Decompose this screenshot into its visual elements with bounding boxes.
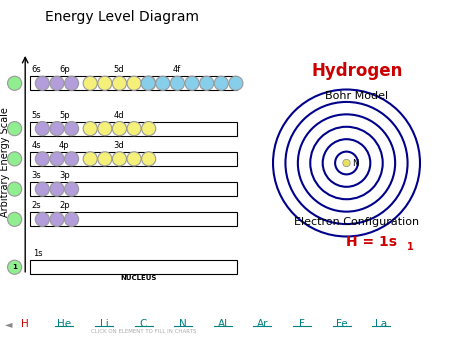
Circle shape	[142, 152, 156, 166]
Circle shape	[64, 122, 79, 136]
Circle shape	[185, 76, 199, 90]
Bar	[30, 76, 237, 90]
Text: C: C	[140, 319, 147, 329]
Circle shape	[8, 260, 22, 274]
Text: 1: 1	[12, 264, 17, 270]
Text: Li: Li	[99, 319, 108, 329]
Circle shape	[127, 152, 141, 166]
Text: 3p: 3p	[59, 171, 70, 180]
Circle shape	[8, 76, 22, 90]
Circle shape	[98, 122, 112, 136]
Text: 4s: 4s	[32, 141, 41, 150]
Circle shape	[50, 152, 64, 166]
Circle shape	[127, 122, 141, 136]
Circle shape	[50, 212, 64, 226]
Text: H = 1s: H = 1s	[346, 236, 397, 249]
Text: 4d: 4d	[113, 111, 124, 120]
Circle shape	[8, 212, 22, 226]
Text: La: La	[375, 319, 387, 329]
Text: 5d: 5d	[113, 65, 124, 74]
Text: ◄: ◄	[5, 319, 13, 329]
Circle shape	[35, 182, 50, 196]
Circle shape	[127, 76, 141, 90]
Circle shape	[141, 76, 155, 90]
Circle shape	[200, 76, 214, 90]
Circle shape	[35, 76, 50, 90]
Text: H: H	[21, 319, 29, 329]
Circle shape	[98, 76, 112, 90]
Circle shape	[112, 152, 126, 166]
Text: Energy Level Diagram: Energy Level Diagram	[45, 10, 198, 24]
Text: N: N	[179, 319, 187, 329]
Text: 1s: 1s	[33, 249, 42, 258]
Circle shape	[64, 152, 79, 166]
Circle shape	[64, 76, 79, 90]
Circle shape	[64, 212, 79, 226]
Text: 1: 1	[406, 242, 413, 252]
Text: 2p: 2p	[59, 201, 70, 210]
Circle shape	[142, 76, 156, 90]
Circle shape	[50, 76, 64, 90]
Text: F: F	[299, 319, 305, 329]
Bar	[30, 152, 237, 166]
Text: Hydrogen: Hydrogen	[311, 62, 403, 79]
Text: 6s: 6s	[32, 65, 41, 74]
Bar	[30, 212, 237, 226]
Circle shape	[35, 152, 50, 166]
Circle shape	[83, 76, 97, 90]
Text: Bohr Model: Bohr Model	[325, 91, 388, 100]
Circle shape	[171, 76, 184, 90]
Text: Fe: Fe	[336, 319, 347, 329]
Text: Electron Configuration: Electron Configuration	[294, 217, 419, 227]
Text: He: He	[57, 319, 72, 329]
Circle shape	[8, 182, 22, 196]
Text: 3d: 3d	[113, 141, 124, 150]
Text: N: N	[352, 159, 358, 168]
Circle shape	[112, 76, 126, 90]
Text: Ar: Ar	[256, 319, 268, 329]
Text: CLICK ON ELEMENT TO FILL IN CHARTS: CLICK ON ELEMENT TO FILL IN CHARTS	[91, 329, 197, 334]
Bar	[30, 182, 237, 196]
Text: 3s: 3s	[32, 171, 41, 180]
Circle shape	[156, 76, 170, 90]
Circle shape	[64, 182, 79, 196]
Text: NUCLEUS: NUCLEUS	[121, 275, 157, 281]
Text: 5s: 5s	[32, 111, 41, 120]
Circle shape	[35, 122, 50, 136]
Circle shape	[8, 122, 22, 136]
Circle shape	[35, 212, 50, 226]
Circle shape	[229, 76, 243, 90]
Bar	[30, 260, 237, 274]
Text: 4p: 4p	[59, 141, 70, 150]
Text: 5p: 5p	[59, 111, 70, 120]
Circle shape	[142, 122, 156, 136]
Text: Al: Al	[218, 319, 228, 329]
Circle shape	[50, 122, 64, 136]
Circle shape	[214, 76, 228, 90]
Text: 2s: 2s	[32, 201, 41, 210]
Bar	[30, 122, 237, 136]
Circle shape	[83, 152, 97, 166]
Circle shape	[50, 182, 64, 196]
Text: 6p: 6p	[59, 65, 70, 74]
Circle shape	[112, 122, 126, 136]
Text: 4f: 4f	[172, 65, 180, 74]
Circle shape	[8, 152, 22, 166]
Circle shape	[83, 122, 97, 136]
Circle shape	[98, 152, 112, 166]
Circle shape	[343, 159, 350, 167]
Text: Arbitrary Energy Scale: Arbitrary Energy Scale	[0, 107, 10, 217]
